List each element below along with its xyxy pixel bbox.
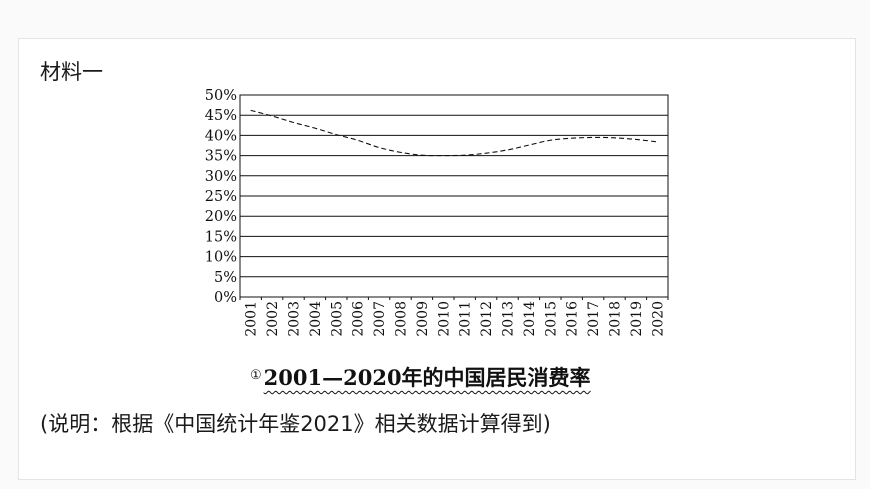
x-tick-label: 2002	[265, 301, 281, 337]
y-tick-label: 20%	[205, 209, 237, 225]
x-tick-label: 2003	[287, 301, 303, 337]
source-note: (说明：根据《中国统计年鉴2021》相关数据计算得到)	[40, 412, 551, 436]
x-tick-label: 2019	[629, 301, 645, 337]
x-tick-label: 2006	[351, 301, 367, 337]
slide-frame	[18, 38, 856, 480]
x-tick-label: 2010	[436, 301, 452, 337]
material-label: 材料一	[40, 60, 103, 84]
x-tick-label: 2017	[586, 301, 602, 337]
x-tick-label: 2020	[650, 301, 666, 337]
series-line	[250, 109, 658, 157]
y-tick-label: 25%	[205, 189, 237, 205]
x-tick-label: 2007	[372, 301, 388, 337]
x-tick-label: 2013	[501, 301, 517, 337]
y-tick-label: 50%	[205, 88, 237, 104]
x-tick-label: 2009	[415, 301, 431, 337]
y-tick-label: 0%	[214, 290, 237, 306]
x-tick-label: 2011	[458, 301, 474, 337]
x-tick-label: 2016	[565, 301, 581, 337]
x-tick-label: 2012	[479, 301, 495, 337]
chart-caption: ①2001—2020年的中国居民消费率	[250, 362, 591, 392]
y-tick-label: 30%	[205, 169, 237, 185]
caption-marker: ①	[250, 368, 262, 383]
y-tick-label: 40%	[205, 128, 237, 144]
x-tick-label: 2008	[394, 301, 410, 337]
y-tick-label: 45%	[205, 108, 237, 124]
y-tick-labels: 0% 5% 10% 15% 20% 25% 30% 35% 40% 45% 50%	[205, 88, 237, 306]
x-tick-label: 2018	[608, 301, 624, 337]
x-tick-label: 2015	[543, 301, 559, 337]
y-tick-label: 15%	[205, 229, 237, 245]
x-tick-label: 2014	[522, 301, 538, 337]
series-layer	[250, 109, 658, 157]
x-tick-label: 2001	[244, 301, 260, 337]
caption-title: 2001—2020年的中国居民消费率	[263, 365, 591, 390]
y-tick-label: 5%	[214, 270, 237, 286]
x-tick-label: 2005	[329, 301, 345, 337]
x-tick-labels: 2001 2002 2003 2004 2005 2006 2007 2008 2009 2010…	[244, 301, 667, 337]
y-tick-label: 10%	[205, 250, 237, 266]
chart-grid	[239, 94, 669, 300]
x-tick-label: 2004	[308, 301, 324, 337]
y-tick-label: 35%	[205, 149, 237, 165]
